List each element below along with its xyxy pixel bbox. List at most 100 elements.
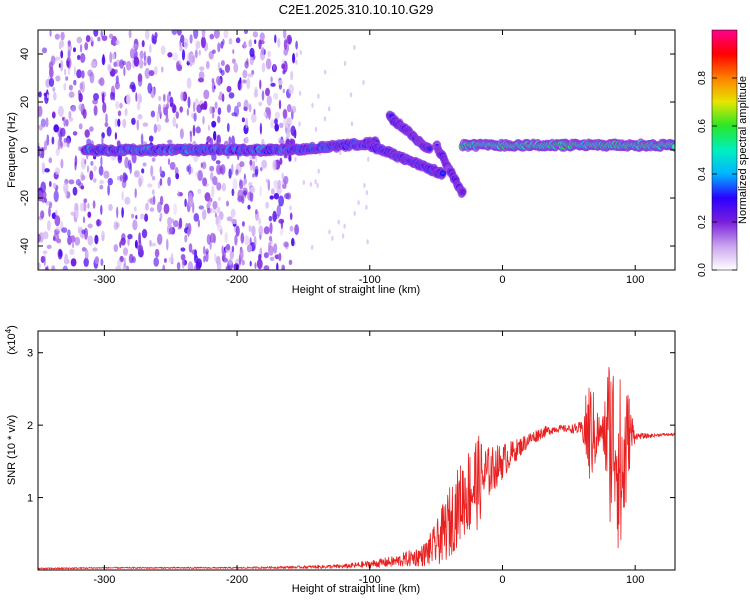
- noise-point: [179, 128, 184, 139]
- noise-point: [207, 124, 211, 131]
- noise-point: [243, 106, 248, 111]
- noise-point: [211, 185, 215, 198]
- noise-point: [61, 142, 68, 148]
- noise-point: [186, 77, 192, 89]
- band-core: [460, 190, 465, 194]
- noise-point: [127, 233, 133, 240]
- noise-point: [246, 244, 253, 253]
- noise-point: [73, 47, 76, 53]
- noise-point: [216, 164, 222, 176]
- noise-point: [141, 168, 145, 174]
- noise-point: [134, 170, 140, 178]
- noise-point: [259, 79, 262, 90]
- x-tick-label: 0: [499, 574, 505, 586]
- noise-point: [188, 195, 194, 208]
- noise-point: [150, 110, 156, 118]
- noise-point: [293, 130, 297, 139]
- noise-point: [286, 104, 292, 113]
- noise-point: [267, 50, 271, 58]
- noise-point: [126, 93, 131, 105]
- noise-point: [159, 166, 162, 175]
- noise-point: [157, 233, 163, 245]
- noise-point: [64, 68, 67, 76]
- noise-point: [235, 37, 241, 44]
- noise-point: [198, 77, 204, 83]
- noise-point: [349, 92, 353, 98]
- noise-point: [124, 156, 129, 169]
- noise-point: [50, 55, 56, 66]
- noise-point: [77, 226, 80, 234]
- x-tick-label: -300: [93, 274, 115, 286]
- noise-point: [55, 209, 58, 216]
- noise-point: [156, 124, 162, 132]
- noise-point: [107, 184, 110, 196]
- noise-point: [278, 195, 284, 207]
- noise-point: [268, 215, 273, 222]
- noise-point: [60, 140, 63, 150]
- noise-point: [102, 102, 107, 114]
- noise-point: [274, 111, 280, 120]
- noise-point: [143, 50, 146, 62]
- noise-point: [221, 182, 227, 192]
- noise-point: [287, 36, 292, 45]
- noise-point: [208, 200, 212, 207]
- noise-point: [269, 256, 275, 261]
- noise-point: [42, 191, 47, 200]
- noise-point: [283, 48, 289, 56]
- noise-point: [259, 167, 263, 172]
- noise-point: [288, 84, 295, 95]
- noise-point: [270, 119, 275, 129]
- noise-point: [168, 227, 174, 235]
- noise-point: [121, 207, 124, 218]
- noise-point: [124, 108, 128, 116]
- noise-point: [202, 177, 208, 187]
- noise-point: [323, 116, 327, 122]
- noise-point: [187, 52, 193, 64]
- noise-point: [367, 156, 370, 162]
- noise-point: [139, 50, 144, 60]
- snr-panel: -300 -200 -100 0 100 1 2 3 Height of straight …: [4, 325, 676, 595]
- noise-point: [173, 203, 178, 216]
- noise-point: [122, 60, 127, 66]
- noise-point: [149, 197, 156, 206]
- noise-point: [226, 85, 232, 93]
- noise-point: [123, 66, 126, 77]
- noise-point: [239, 248, 244, 260]
- noise-point: [239, 161, 245, 168]
- noise-point: [248, 103, 252, 113]
- noise-point: [247, 73, 254, 78]
- noise-point: [220, 69, 225, 76]
- noise-point: [253, 235, 257, 247]
- noise-point: [87, 69, 93, 77]
- noise-point: [295, 59, 298, 65]
- noise-point: [99, 179, 104, 185]
- x-tick-label: 100: [626, 574, 644, 586]
- noise-point: [68, 84, 73, 91]
- x-tick-label: 100: [626, 274, 644, 286]
- noise-point: [84, 129, 90, 138]
- noise-point: [353, 45, 356, 50]
- noise-point: [228, 92, 235, 99]
- noise-point: [217, 225, 223, 232]
- noise-point: [53, 190, 59, 203]
- noise-point: [220, 60, 225, 67]
- noise-point: [61, 227, 68, 233]
- noise-point: [282, 183, 287, 190]
- noise-point: [220, 164, 226, 175]
- noise-point: [273, 180, 279, 189]
- noise-point: [201, 30, 206, 38]
- noise-point: [138, 175, 144, 185]
- noise-point: [158, 95, 162, 102]
- noise-point: [55, 75, 61, 82]
- noise-point: [224, 232, 228, 243]
- noise-point: [200, 103, 207, 110]
- snr-x-axis: -300 -200 -100 0 100: [93, 331, 644, 586]
- noise-point: [144, 213, 149, 222]
- noise-point: [78, 103, 84, 112]
- noise-point: [60, 158, 64, 169]
- noise-point: [197, 188, 202, 194]
- noise-point: [167, 139, 173, 144]
- noise-point: [279, 157, 283, 165]
- noise-point: [56, 238, 62, 244]
- noise-point: [265, 87, 270, 97]
